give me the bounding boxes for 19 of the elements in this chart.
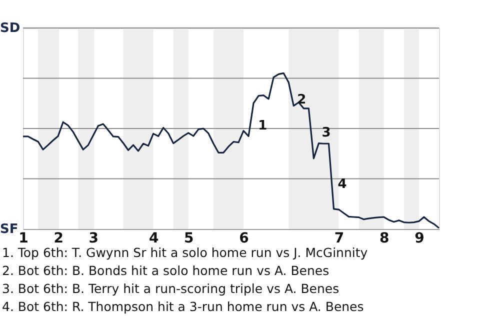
annotation: 4 (338, 176, 347, 192)
annotation: 2 (297, 92, 306, 108)
text: 3. Bot 6th: B. Terry hit a run-scoring triple vs A. Benes (2, 281, 340, 296)
annotation: 3 (322, 125, 331, 140)
text: SF (0, 222, 18, 237)
x-tick-label: 7 (334, 230, 344, 246)
x-tick-label: 6 (239, 230, 249, 246)
text: 4. Bot 6th: R. Thompson hit a 3-run home run vs A. Benes (2, 299, 364, 314)
x-tick-label: 1 (18, 230, 28, 246)
x-tick-label: 8 (379, 230, 390, 246)
text: SD (0, 21, 20, 36)
x-tick-label: 4 (148, 230, 159, 246)
x-tick-label: 5 (184, 230, 194, 246)
x-tick-label: 3 (88, 230, 99, 246)
annotation: 1 (258, 118, 268, 134)
x-tick-label: 9 (414, 230, 424, 246)
text: 2. Bot 6th: B. Bonds hit a solo home run vs A. Benes (2, 263, 330, 278)
x-tick-label: 2 (54, 230, 64, 246)
text: 1. Top 6th: T. Gwynn Sr hit a solo home run vs J. McGinnity (2, 245, 368, 260)
